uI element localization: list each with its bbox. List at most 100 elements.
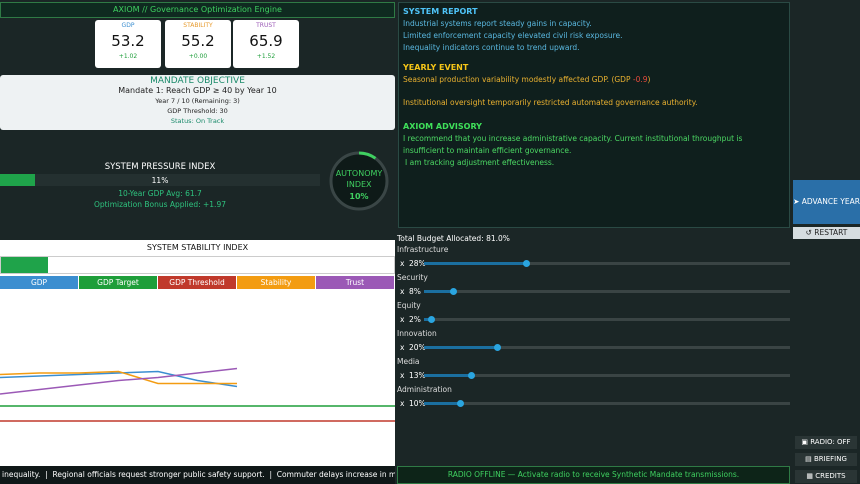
series-line	[0, 367, 238, 395]
slider-fill	[424, 346, 498, 349]
bonus: Optimization Bonus Applied: +1.97	[94, 200, 226, 209]
legend-item[interactable]: Stability	[237, 276, 315, 289]
stat-delta: +1.52	[256, 53, 276, 60]
slider-multiplier: x	[400, 371, 405, 380]
slider-value: 2%	[409, 315, 421, 324]
pressure-value: 11%	[151, 176, 169, 185]
autonomy-title: AUTONOMY INDEX	[335, 169, 383, 189]
event-text: Seasonal production variability modestly…	[403, 75, 633, 84]
slider-fill	[424, 290, 454, 293]
header-title: AXIOM // Governance Optimization Engine	[0, 2, 395, 18]
slider-multiplier: x	[400, 315, 405, 324]
advisory-note: I am tracking adjustment effectiveness.	[405, 158, 555, 167]
pressure-title: SYSTEM PRESSURE INDEX	[104, 162, 216, 172]
slider-label: Administration	[397, 385, 452, 394]
event-delta: -0.9	[632, 75, 648, 84]
pressure-fill	[0, 174, 36, 186]
slider-track	[424, 262, 790, 265]
slider-knob[interactable]	[457, 400, 465, 407]
stat-value: 65.9	[249, 32, 283, 50]
side-button[interactable]: ▤ BRIEFING	[795, 453, 857, 466]
event: Seasonal production variability modestly…	[403, 74, 785, 86]
report-lines: Industrial systems report steady gains i…	[403, 18, 785, 54]
slider-label: Media	[397, 357, 420, 366]
stat-label: GDP	[121, 22, 135, 29]
stat-value: 55.2	[181, 32, 215, 50]
stability-bar	[1, 257, 49, 273]
radio-bar: RADIO OFFLINE — Activate radio to receiv…	[397, 466, 790, 484]
stat-label: STABILITY	[183, 22, 213, 29]
slider-multiplier: x	[400, 399, 405, 408]
stat-delta: +0.00	[188, 53, 208, 60]
series-line	[0, 370, 237, 385]
mandate-threshold: GDP Threshold: 30	[167, 107, 228, 115]
slider-knob[interactable]	[468, 372, 476, 379]
chart-title: SYSTEM STABILITY INDEX	[146, 243, 249, 252]
advance-button[interactable]: ➤ ADVANCE YEAR	[793, 180, 860, 224]
slider-knob[interactable]	[427, 316, 435, 323]
stat-delta: +1.02	[118, 53, 138, 60]
budget-total: Total Budget Allocated: 81.0%	[397, 234, 510, 243]
side-button[interactable]: ▣ RADIO: OFF	[795, 436, 857, 449]
side-button[interactable]: ▦ CREDITS	[795, 470, 857, 483]
gdp-average: 10-Year GDP Avg: 61.7	[118, 189, 202, 198]
report-line: Limited enforcement capacity elevated ci…	[403, 31, 623, 40]
advisory-title: AXIOM ADVISORY	[403, 122, 482, 131]
event-close: )	[647, 75, 651, 84]
autonomy-ring	[329, 151, 389, 211]
pressure-track	[0, 174, 320, 186]
legend-item[interactable]: GDP	[0, 276, 78, 289]
legend-item[interactable]: GDP Target	[79, 276, 157, 289]
legend-item[interactable]: Trust	[316, 276, 394, 289]
report-line: Industrial systems report steady gains i…	[403, 19, 592, 28]
slider-value: 8%	[409, 287, 421, 296]
slider-multiplier: x	[400, 259, 405, 268]
slider-value: 20%	[409, 343, 426, 352]
event-title: YEARLY EVENT	[403, 63, 469, 72]
mandate-box: MANDATE OBJECTIVE Mandate 1: Reach GDP ≥…	[0, 75, 395, 130]
stat-label: TRUST	[256, 22, 276, 29]
mandate-goal: Mandate 1: Reach GDP ≥ 40 by Year 10	[118, 86, 277, 95]
slider-fill	[424, 262, 527, 265]
autonomy-arc	[358, 151, 377, 160]
slider-track	[424, 402, 790, 405]
mandate-title: MANDATE OBJECTIVE	[150, 76, 245, 86]
restart-button[interactable]: ↺ RESTART	[793, 227, 860, 239]
event-note: Institutional oversight temporarily rest…	[403, 98, 698, 107]
stat-card: GDP 53.2 +1.02	[95, 20, 161, 68]
plot	[0, 367, 395, 422]
slider-multiplier: x	[400, 287, 405, 296]
stat-card: STABILITY 55.2 +0.00	[165, 20, 231, 68]
stability-bar-track	[0, 256, 395, 274]
report-title: SYSTEM REPORT	[403, 7, 478, 16]
slider-value: 10%	[409, 399, 426, 408]
slider-knob[interactable]	[449, 288, 457, 295]
slider-knob[interactable]	[493, 344, 501, 351]
ticker: inequality. | Regional officials request…	[0, 466, 395, 484]
autonomy-value: 10%	[349, 192, 369, 201]
stat-card: TRUST 65.9 +1.52	[233, 20, 299, 68]
slider-fill	[424, 402, 461, 405]
slider-fill	[424, 318, 432, 321]
slider-label: Infrastructure	[397, 245, 449, 254]
report-line: Inequality indicators continue to trend …	[403, 43, 580, 52]
slider-knob[interactable]	[522, 260, 530, 267]
slider-label: Equity	[397, 301, 421, 310]
slider-track	[424, 290, 790, 293]
slider-track	[424, 374, 790, 377]
slider-label: Security	[397, 273, 428, 282]
slider-value: 28%	[409, 259, 426, 268]
slider-multiplier: x	[400, 343, 405, 352]
advisory-text: I recommend that you increase administra…	[403, 134, 743, 155]
slider-track	[424, 346, 790, 349]
slider-value: 13%	[409, 371, 426, 380]
legend-item[interactable]: GDP Threshold	[158, 276, 236, 289]
series-line	[0, 370, 238, 388]
report-panel: SYSTEM REPORT Industrial systems report …	[398, 2, 790, 228]
stat-value: 53.2	[111, 32, 145, 50]
slider-track	[424, 318, 790, 321]
slider-label: Innovation	[397, 329, 437, 338]
slider-fill	[424, 374, 472, 377]
mandate-year: Year 7 / 10 (Remaining: 3)	[155, 97, 240, 105]
